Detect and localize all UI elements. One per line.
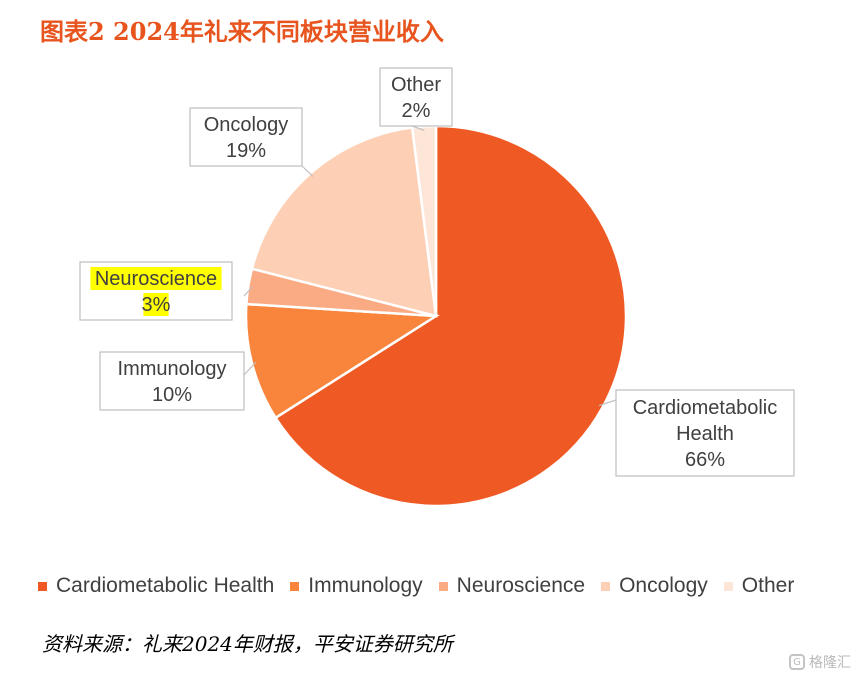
watermark: G 格隆汇 — [789, 652, 851, 672]
callout-box — [615, 389, 795, 477]
callout-label-line: Oncology — [204, 114, 289, 136]
callout-label-line: Other — [391, 74, 441, 96]
callout-box — [379, 67, 453, 127]
callout-other: Other 2% — [379, 67, 453, 131]
legend-item-cardiometabolic-health: Cardiometabolic Health — [38, 574, 274, 598]
callout-label-line: Health — [676, 423, 734, 445]
source-note: 资料来源：礼来2024年财报，平安证券研究所 — [42, 632, 453, 656]
chart-legend: Cardiometabolic Health Immunology Neurosci… — [38, 574, 794, 598]
text-highlight — [143, 293, 169, 316]
callout-cardiometabolic-health: Cardiometabolic Health 66% — [598, 389, 795, 477]
legend-label: Immunology — [308, 574, 423, 597]
pie-slices — [244, 124, 628, 508]
pie-slice-immunology — [244, 302, 440, 420]
callout-leader-line — [411, 125, 425, 131]
callout-box — [189, 107, 303, 167]
callout-label-line: Immunology — [118, 358, 227, 380]
watermark-logo-icon: G — [789, 654, 805, 670]
watermark-text: 格隆汇 — [809, 655, 851, 671]
legend-item-other: Other — [723, 574, 795, 598]
legend-swatch — [38, 581, 47, 591]
slice-callouts: Cardiometabolic Health 66% Immunology 10% Neu… — [79, 67, 795, 477]
callout-label-line: Neuroscience — [95, 268, 217, 290]
callout-label-line: Cardiometabolic — [633, 397, 778, 419]
callout-oncology: Oncology 19% — [189, 107, 314, 177]
callout-leader-line — [243, 286, 253, 297]
legend-item-immunology: Immunology — [290, 574, 423, 598]
callout-label-line: 10% — [152, 384, 192, 406]
callout-leader-line — [243, 361, 257, 376]
callout-label-line: 66% — [685, 449, 725, 471]
legend-swatch — [601, 581, 611, 591]
callout-box — [99, 351, 245, 411]
legend-swatch — [290, 581, 300, 591]
legend-item-neuroscience: Neuroscience — [438, 574, 586, 598]
pie-slice-cardiometabolic-health — [273, 124, 628, 508]
callout-label-line: 2% — [402, 100, 431, 122]
callout-label-line: 3% — [142, 294, 171, 316]
callout-leader-line — [598, 399, 617, 407]
callout-leader-line — [301, 165, 314, 177]
legend-swatch — [438, 581, 448, 591]
legend-item-oncology: Oncology — [601, 574, 708, 598]
text-highlight — [90, 267, 222, 290]
chart-title: 图表2 2024年礼来不同板块营业收入 — [40, 17, 444, 46]
legend-label: Neuroscience — [456, 574, 586, 597]
pie-chart: Cardiometabolic Health 66% Immunology 10% Neu… — [79, 67, 795, 508]
legend-swatch — [723, 581, 733, 591]
legend-label: Cardiometabolic Health — [56, 574, 275, 597]
callout-neuroscience: Neuroscience 3% — [79, 261, 253, 321]
legend-label: Other — [741, 574, 795, 597]
legend-label: Oncology — [619, 574, 708, 597]
callout-immunology: Immunology 10% — [99, 351, 257, 411]
callout-label-line: 19% — [226, 140, 266, 162]
